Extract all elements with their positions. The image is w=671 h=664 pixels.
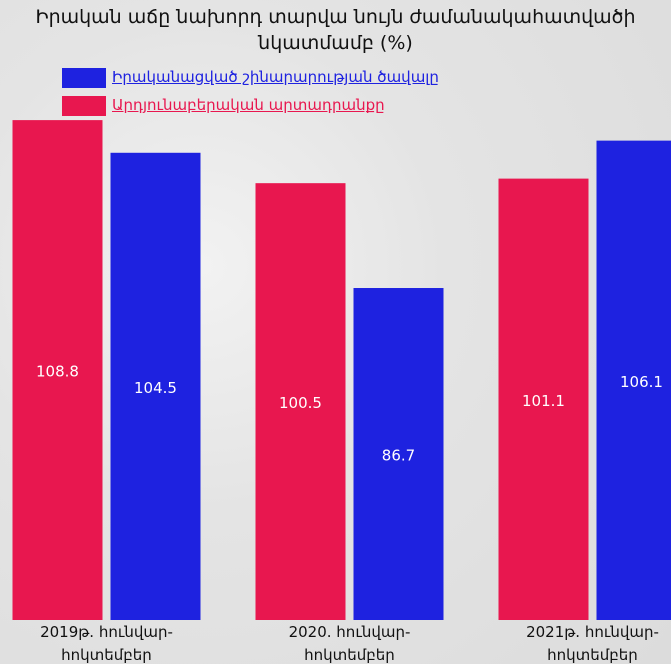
- x-tick-label: 2021թ. հունվար-հոկտեմբեր: [526, 623, 659, 664]
- value-label: 104.5: [134, 379, 177, 397]
- bar: [596, 140, 671, 620]
- legend-label: Իրականացված շինարարության ծավալը: [112, 68, 439, 86]
- x-tick-label: 2019թ. հունվար-հոկտեմբեր: [40, 623, 173, 664]
- bar: [12, 120, 103, 620]
- value-label: 106.1: [620, 373, 663, 391]
- bar: [110, 152, 201, 621]
- bar: [498, 178, 589, 620]
- legend-swatch: [62, 68, 106, 88]
- value-label: 101.1: [522, 392, 565, 410]
- value-label: 108.8: [36, 363, 79, 381]
- bar: [353, 288, 444, 620]
- value-label: 100.5: [279, 394, 322, 412]
- bar: [255, 183, 346, 621]
- value-label: 86.7: [382, 447, 415, 465]
- legend-swatch: [62, 96, 106, 116]
- chart-title: Իրական աճը նախորդ տարվա նույն ժամանակահա…: [35, 6, 636, 54]
- x-tick-label: 2020. հունվար-հոկտեմբեր: [288, 623, 411, 664]
- legend-label: Արդյունաբերական արտադրանքը: [112, 96, 385, 114]
